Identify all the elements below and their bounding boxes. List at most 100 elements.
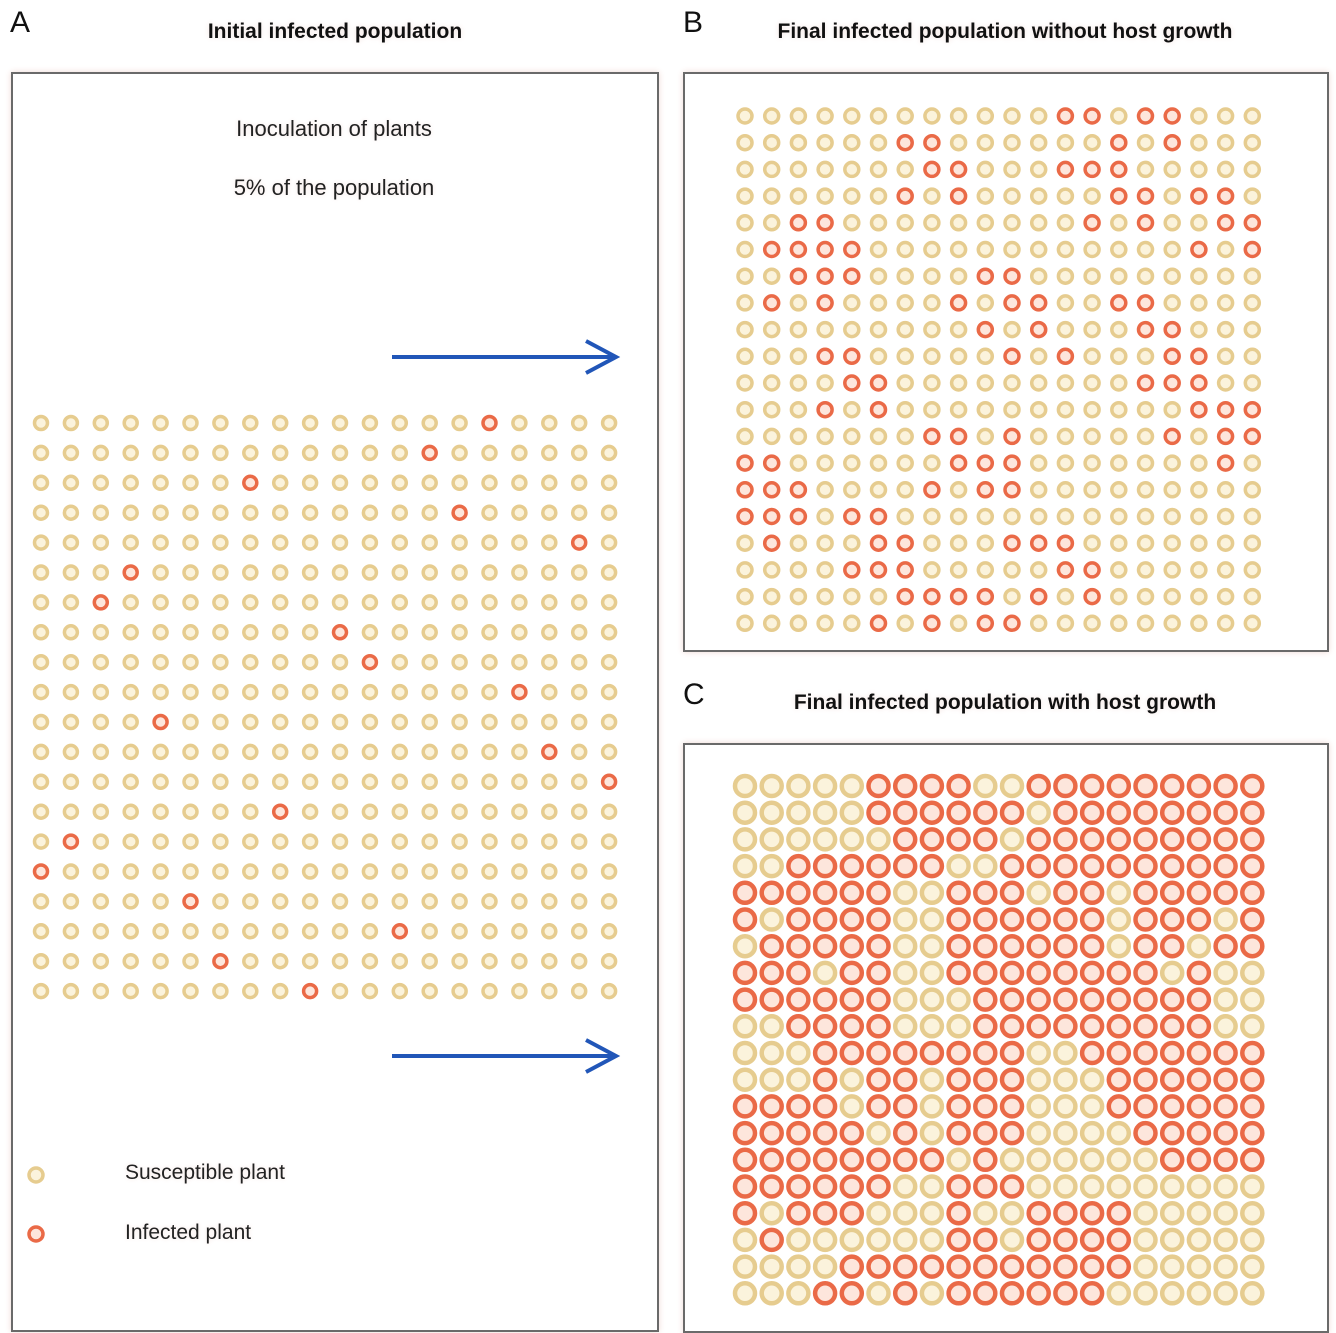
susceptible-plant: [1163, 294, 1181, 312]
susceptible-plant: [32, 893, 50, 910]
susceptible-plant: [570, 863, 588, 880]
susceptible-plant: [843, 427, 861, 446]
infected-plant: [896, 534, 914, 552]
infected-plant: [973, 1094, 998, 1119]
susceptible-plant: [331, 713, 349, 731]
infected-plant: [1053, 827, 1078, 852]
infected-plant: [896, 133, 914, 152]
infected-plant: [1053, 960, 1078, 986]
susceptible-plant: [1159, 1200, 1185, 1226]
infected-plant: [1136, 187, 1155, 205]
susceptible-plant: [736, 187, 754, 205]
susceptible-plant: [789, 400, 808, 419]
susceptible-plant: [242, 743, 259, 761]
susceptible-plant: [1029, 267, 1048, 285]
susceptible-plant: [570, 624, 588, 641]
susceptible-plant: [600, 474, 618, 492]
susceptible-plant: [92, 743, 110, 761]
susceptible-plant: [759, 907, 784, 932]
infected-plant: [946, 800, 971, 825]
infected-plant: [892, 853, 918, 879]
susceptible-plant: [152, 923, 169, 940]
susceptible-plant: [361, 803, 379, 820]
susceptible-plant: [62, 653, 80, 671]
susceptible-plant: [923, 400, 941, 419]
infected-plant: [759, 1120, 784, 1146]
susceptible-plant: [212, 564, 229, 581]
infected-plant: [762, 240, 781, 259]
susceptible-plant: [762, 427, 781, 446]
susceptible-plant: [1003, 187, 1021, 205]
infected-plant: [1133, 800, 1158, 825]
susceptible-plant: [271, 863, 289, 880]
infected-plant: [839, 933, 865, 959]
susceptible-plant: [600, 713, 618, 731]
susceptible-plant: [843, 214, 861, 232]
susceptible-plant: [919, 1174, 945, 1199]
infected-plant: [843, 347, 861, 366]
susceptible-plant: [1083, 187, 1101, 205]
susceptible-plant: [421, 564, 438, 581]
arrow-to-panel-c: [392, 1038, 621, 1074]
susceptible-plant: [762, 133, 781, 152]
infected-plant: [973, 1174, 998, 1199]
susceptible-plant: [451, 624, 468, 641]
infected-plant: [1213, 880, 1238, 906]
susceptible-plant: [570, 833, 588, 850]
susceptible-plant: [152, 504, 169, 521]
susceptible-plant: [152, 444, 169, 462]
susceptible-plant: [391, 414, 409, 432]
infected-plant: [812, 1147, 838, 1173]
susceptible-plant: [1190, 214, 1208, 232]
susceptible-plant: [600, 803, 618, 820]
infected-plant: [973, 1227, 998, 1253]
susceptible-plant: [816, 561, 834, 579]
susceptible-plant: [1190, 507, 1208, 526]
susceptible-plant: [923, 320, 941, 339]
susceptible-plant: [242, 952, 259, 970]
susceptible-plant: [391, 893, 409, 910]
infected-plant: [1079, 773, 1105, 799]
legend-susceptible-symbol: [27, 1166, 45, 1184]
infected-plant: [1106, 987, 1132, 1012]
infected-plant: [786, 1200, 811, 1226]
susceptible-plant: [1110, 374, 1128, 392]
infected-plant: [999, 1067, 1025, 1092]
infected-plant: [1053, 1200, 1078, 1226]
susceptible-plant: [331, 893, 349, 910]
susceptible-plant: [421, 534, 438, 551]
infected-plant: [1159, 907, 1185, 932]
infected-plant: [1163, 107, 1181, 125]
susceptible-plant: [541, 863, 558, 880]
infected-plant: [919, 1040, 945, 1066]
susceptible-plant: [1136, 347, 1155, 366]
susceptible-plant: [1190, 267, 1208, 285]
infected-plant: [1213, 827, 1238, 852]
infected-plant: [976, 267, 995, 285]
susceptible-plant: [271, 624, 289, 641]
susceptible-plant: [1163, 534, 1181, 552]
susceptible-plant: [1003, 133, 1021, 152]
susceptible-plant: [541, 594, 558, 611]
infected-plant: [786, 987, 811, 1012]
susceptible-plant: [570, 564, 588, 581]
susceptible-plant: [122, 833, 139, 850]
susceptible-plant: [919, 1227, 945, 1253]
susceptible-plant: [570, 594, 588, 611]
susceptible-plant: [843, 133, 861, 152]
susceptible-plant: [949, 240, 968, 259]
susceptible-plant: [451, 594, 468, 611]
infected-plant: [1186, 1147, 1212, 1173]
initial-population-grid: [32, 414, 618, 1000]
susceptible-plant: [511, 444, 528, 462]
susceptible-marker: [27, 1166, 45, 1184]
susceptible-plant: [732, 1254, 758, 1279]
susceptible-plant: [976, 374, 995, 392]
infected-plant: [759, 1227, 784, 1253]
susceptible-plant: [451, 863, 468, 880]
susceptible-plant: [92, 893, 110, 910]
susceptible-plant: [511, 952, 528, 970]
susceptible-plant: [361, 923, 379, 940]
susceptible-plant: [1216, 561, 1235, 579]
susceptible-plant: [896, 454, 914, 472]
